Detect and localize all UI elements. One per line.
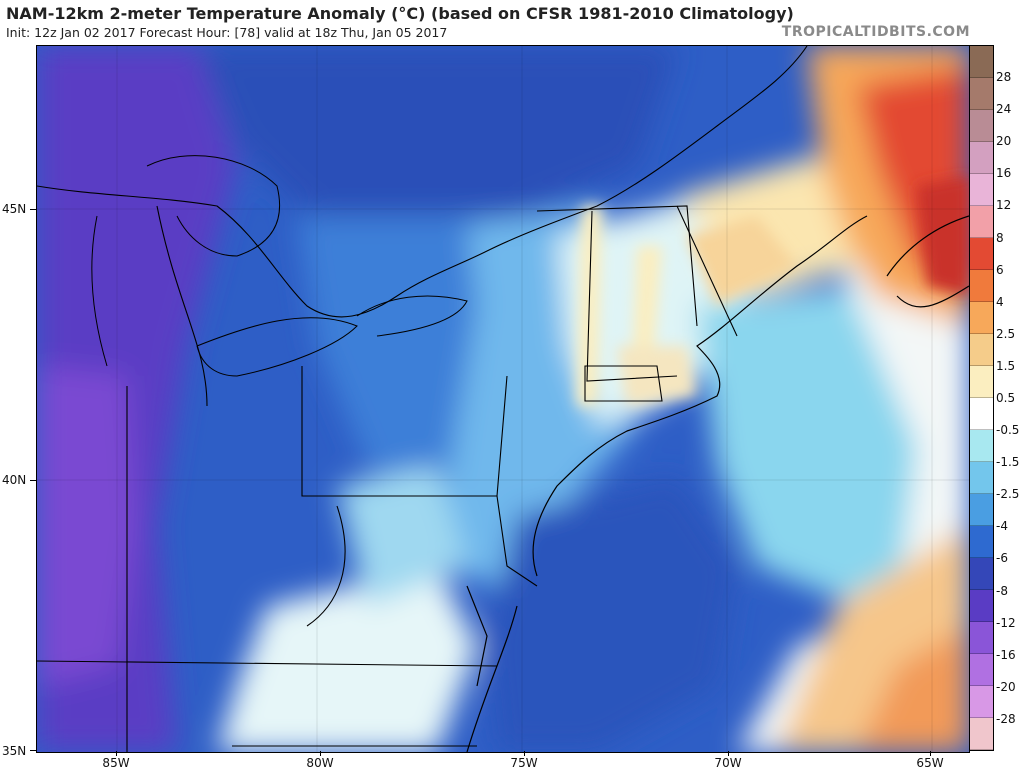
colorbar-label: 16 [996, 166, 1012, 181]
colorbar-label: 0.5 [996, 391, 1016, 405]
colorbar-label: 2.5 [996, 326, 1016, 341]
brand-watermark: TROPICALTIDBITS.COM [781, 24, 970, 40]
colorbar-label: 20 [996, 134, 1012, 149]
colorbar-segment [970, 686, 993, 718]
colorbar-label: 8 [996, 230, 1004, 245]
colorbar-label: -4 [996, 519, 1008, 534]
colorbar-segment [970, 398, 993, 430]
colorbar-label: 12 [996, 198, 1012, 213]
colorbar-segment [970, 302, 993, 334]
colorbar-label: 4 [996, 294, 1004, 309]
colorbar-segment [970, 590, 993, 622]
lon-tick [930, 751, 931, 756]
colorbar-label: 24 [996, 102, 1012, 117]
lat-tick [30, 209, 36, 210]
lon-label-85w: 85W [102, 756, 130, 770]
colorbar-segment [970, 622, 993, 654]
colorbar-segment [970, 654, 993, 686]
lon-tick [728, 751, 729, 756]
colorbar-segment [970, 46, 993, 78]
colorbar-segment [970, 78, 993, 110]
colorbar-label: 1.5 [996, 358, 1016, 373]
colorbar-label: -0.5 [996, 423, 1020, 438]
lat-label-40n: 40N [2, 473, 27, 487]
lat-tick [30, 750, 36, 751]
colorbar-label: -20 [996, 679, 1016, 694]
colorbar-segment [970, 238, 993, 270]
colorbar-segment [970, 110, 993, 142]
lat-label-35n: 35N [2, 744, 27, 758]
map-title: NAM-12km 2-meter Temperature Anomaly (°C… [6, 4, 794, 23]
colorbar-labels: 28 24 20 16 12 8 6 4 2.5 1.5 0.5 -0.5 -1.5 -2.5 -4 -6 -8… [996, 45, 1024, 751]
colorbar-label: -6 [996, 551, 1008, 566]
colorbar-segment [970, 430, 993, 462]
colorbar-segment [970, 558, 993, 590]
lon-tick [320, 751, 321, 756]
colorbar-label: -8 [996, 583, 1008, 598]
colorbar-label: -16 [996, 647, 1016, 662]
lon-label-75w: 75W [510, 756, 538, 770]
colorbar [969, 45, 994, 751]
colorbar-label: -28 [996, 711, 1016, 726]
colorbar-label: -2.5 [996, 487, 1020, 502]
lat-tick [30, 480, 36, 481]
lon-label-70w: 70W [714, 756, 742, 770]
colorbar-segment [970, 270, 993, 302]
colorbar-segment [970, 462, 993, 494]
colorbar-segment [970, 206, 993, 238]
lon-tick [524, 751, 525, 756]
colorbar-label: -1.5 [996, 455, 1020, 470]
map-subtitle: Init: 12z Jan 02 2017 Forecast Hour: [78… [6, 25, 448, 40]
colorbar-segment [970, 366, 993, 398]
colorbar-segment [970, 494, 993, 526]
temperature-anomaly-map [36, 45, 970, 753]
lon-label-80w: 80W [306, 756, 334, 770]
lon-label-65w: 65W [916, 756, 944, 770]
colorbar-segment [970, 334, 993, 366]
colorbar-label: 28 [996, 70, 1012, 85]
colorbar-label: -12 [996, 615, 1016, 630]
colorbar-label: 6 [996, 262, 1004, 277]
colorbar-segment [970, 174, 993, 206]
lon-tick [116, 751, 117, 756]
colorbar-segment [970, 526, 993, 558]
colorbar-segment [970, 718, 993, 750]
colorbar-segment [970, 142, 993, 174]
lat-label-45n: 45N [2, 202, 27, 216]
